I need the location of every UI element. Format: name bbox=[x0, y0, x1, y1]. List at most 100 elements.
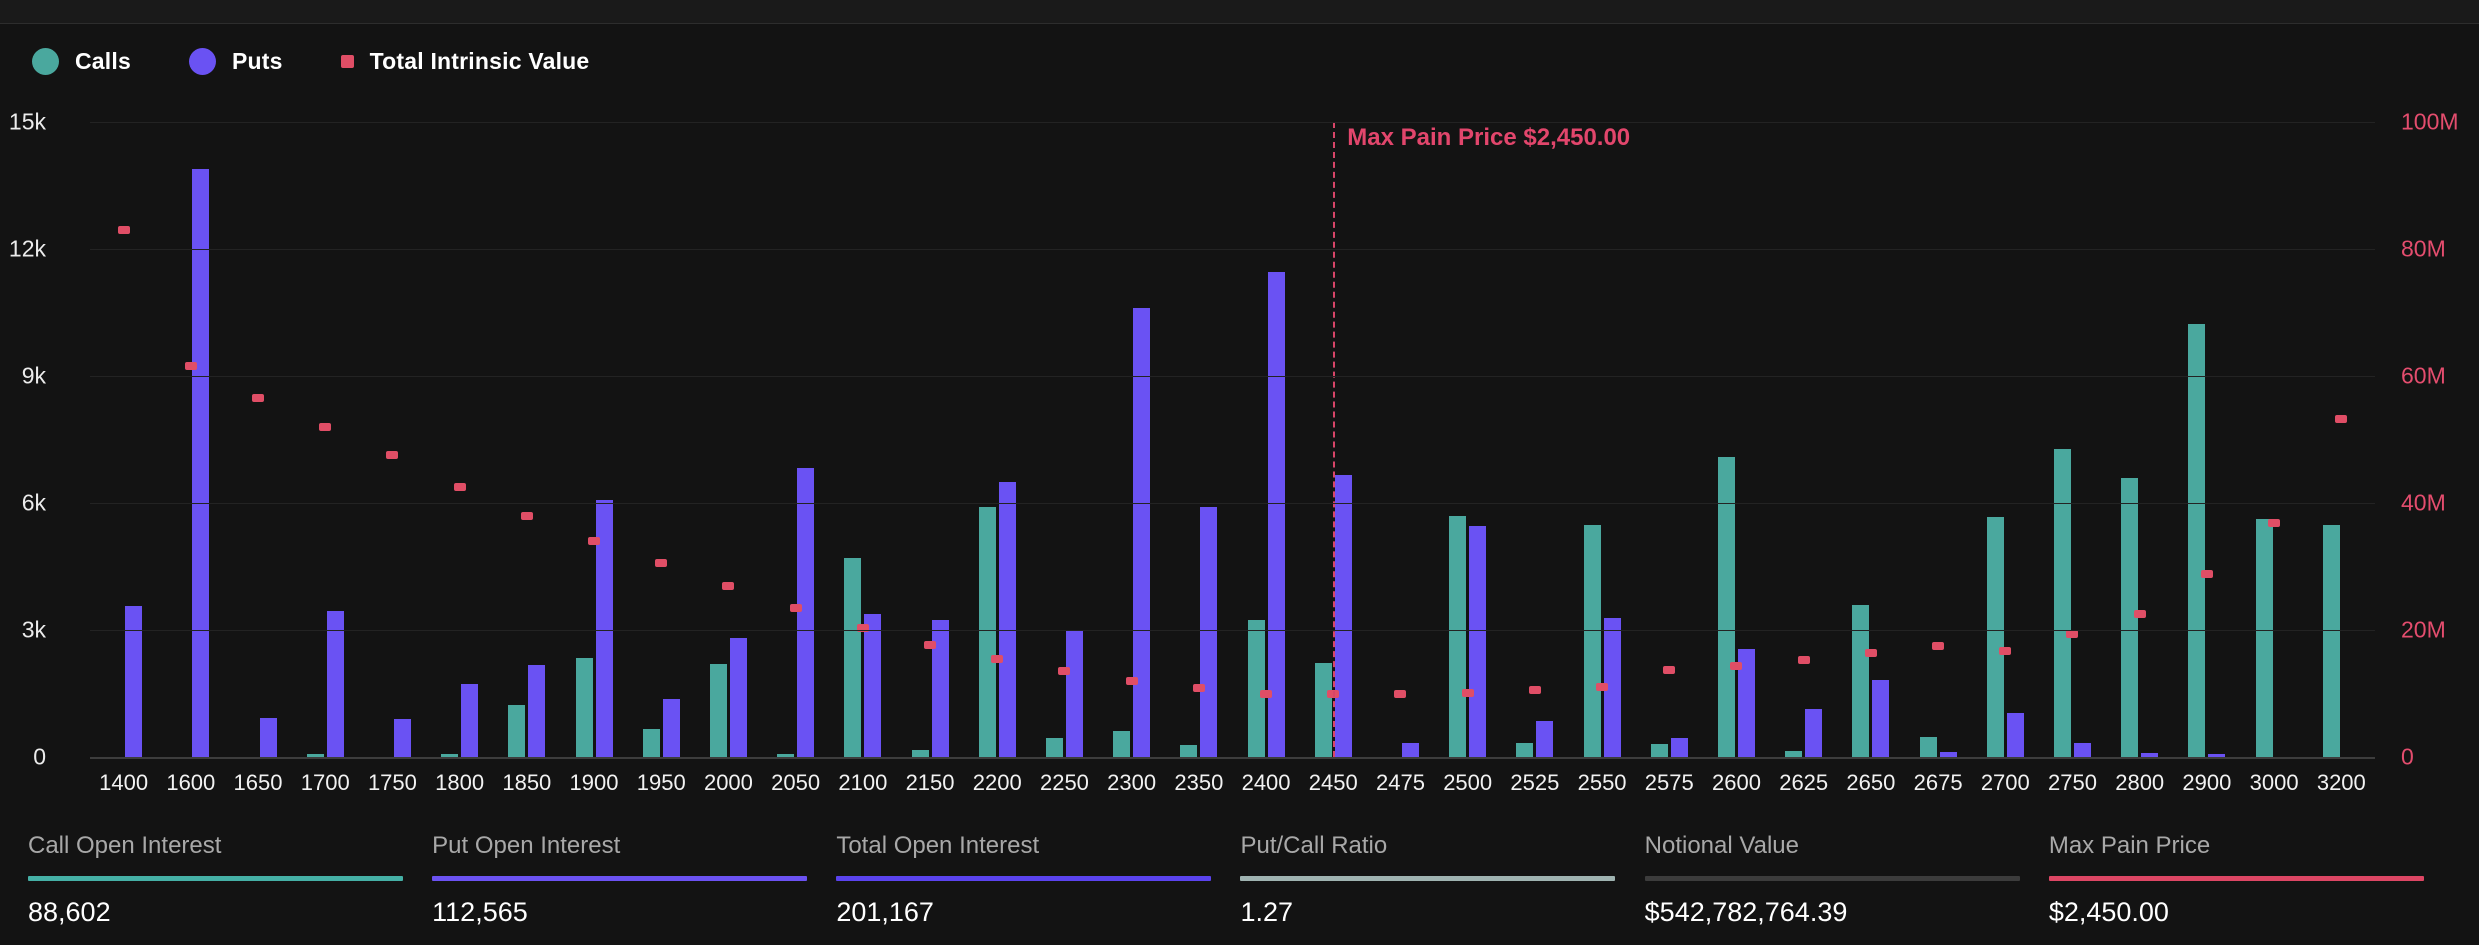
puts-bar[interactable] bbox=[595, 500, 613, 757]
calls-bar[interactable] bbox=[1247, 620, 1265, 757]
calls-bar[interactable] bbox=[1045, 737, 1063, 757]
bar-group-2525[interactable] bbox=[1501, 122, 1568, 757]
calls-bar[interactable] bbox=[1180, 745, 1198, 757]
puts-bar[interactable] bbox=[528, 665, 546, 757]
intrinsic-value-dot[interactable] bbox=[789, 603, 802, 612]
calls-bar[interactable] bbox=[1919, 737, 1937, 757]
puts-bar[interactable] bbox=[1065, 630, 1083, 757]
intrinsic-value-dot[interactable] bbox=[117, 225, 130, 234]
calls-bar[interactable] bbox=[642, 728, 660, 757]
calls-bar[interactable] bbox=[2322, 525, 2340, 757]
intrinsic-value-dot[interactable] bbox=[386, 451, 399, 460]
bar-group-1650[interactable] bbox=[224, 122, 291, 757]
legend-item-total-intrinsic-value[interactable]: Total Intrinsic Value bbox=[340, 48, 590, 75]
puts-bar[interactable] bbox=[461, 684, 479, 757]
bar-group-2050[interactable] bbox=[762, 122, 829, 757]
bar-group-2650[interactable] bbox=[1837, 122, 1904, 757]
bar-group-2625[interactable] bbox=[1770, 122, 1837, 757]
calls-bar[interactable] bbox=[911, 749, 929, 757]
intrinsic-value-dot[interactable] bbox=[2268, 518, 2281, 527]
bar-group-3000[interactable] bbox=[2241, 122, 2308, 757]
puts-bar[interactable] bbox=[1737, 649, 1755, 757]
legend-item-calls[interactable]: Calls bbox=[32, 48, 131, 75]
puts-bar[interactable] bbox=[797, 468, 815, 757]
bar-group-2750[interactable] bbox=[2039, 122, 2106, 757]
intrinsic-value-dot[interactable] bbox=[1797, 656, 1810, 665]
bar-group-2700[interactable] bbox=[1972, 122, 2039, 757]
puts-bar[interactable] bbox=[125, 606, 143, 757]
intrinsic-value-dot[interactable] bbox=[184, 362, 197, 371]
intrinsic-value-dot[interactable] bbox=[1327, 690, 1340, 699]
calls-bar[interactable] bbox=[978, 507, 996, 757]
puts-bar[interactable] bbox=[259, 717, 277, 757]
intrinsic-value-dot[interactable] bbox=[2335, 415, 2348, 424]
bar-group-1750[interactable] bbox=[359, 122, 426, 757]
intrinsic-value-dot[interactable] bbox=[2200, 569, 2213, 578]
intrinsic-value-dot[interactable] bbox=[1999, 646, 2012, 655]
bar-group-2500[interactable] bbox=[1434, 122, 1501, 757]
puts-bar[interactable] bbox=[2208, 753, 2226, 757]
bar-group-2150[interactable] bbox=[896, 122, 963, 757]
calls-bar[interactable] bbox=[1449, 515, 1467, 757]
puts-bar[interactable] bbox=[192, 168, 210, 757]
intrinsic-value-dot[interactable] bbox=[1663, 666, 1676, 675]
bar-group-1700[interactable] bbox=[292, 122, 359, 757]
puts-bar[interactable] bbox=[1469, 525, 1487, 757]
bar-group-2400[interactable] bbox=[1232, 122, 1299, 757]
puts-bar[interactable] bbox=[1133, 308, 1151, 757]
intrinsic-value-dot[interactable] bbox=[655, 559, 668, 568]
intrinsic-value-dot[interactable] bbox=[1864, 648, 1877, 657]
bar-group-2100[interactable] bbox=[829, 122, 896, 757]
bar-group-2475[interactable] bbox=[1367, 122, 1434, 757]
intrinsic-value-dot[interactable] bbox=[1596, 682, 1609, 691]
bar-group-3200[interactable] bbox=[2308, 122, 2375, 757]
bar-group-2300[interactable] bbox=[1098, 122, 1165, 757]
calls-bar[interactable] bbox=[1852, 605, 1870, 757]
intrinsic-value-dot[interactable] bbox=[2133, 610, 2146, 619]
intrinsic-value-dot[interactable] bbox=[1260, 689, 1273, 698]
calls-bar[interactable] bbox=[575, 657, 593, 757]
intrinsic-value-dot[interactable] bbox=[856, 624, 869, 633]
intrinsic-value-dot[interactable] bbox=[1528, 686, 1541, 695]
puts-bar[interactable] bbox=[998, 482, 1016, 757]
bar-group-2250[interactable] bbox=[1031, 122, 1098, 757]
calls-bar[interactable] bbox=[844, 557, 862, 757]
calls-bar[interactable] bbox=[306, 754, 324, 757]
intrinsic-value-dot[interactable] bbox=[1932, 641, 1945, 650]
puts-bar[interactable] bbox=[1670, 738, 1688, 757]
puts-bar[interactable] bbox=[2141, 753, 2159, 757]
bar-group-1800[interactable] bbox=[426, 122, 493, 757]
puts-bar[interactable] bbox=[1872, 680, 1890, 757]
puts-bar[interactable] bbox=[2006, 713, 2024, 757]
calls-bar[interactable] bbox=[1314, 662, 1332, 757]
calls-bar[interactable] bbox=[777, 754, 795, 757]
calls-bar[interactable] bbox=[1516, 743, 1534, 757]
bar-group-1900[interactable] bbox=[560, 122, 627, 757]
puts-bar[interactable] bbox=[1267, 271, 1285, 757]
intrinsic-value-dot[interactable] bbox=[252, 394, 264, 403]
puts-bar[interactable] bbox=[1536, 721, 1554, 757]
calls-bar[interactable] bbox=[508, 704, 526, 757]
bar-group-1850[interactable] bbox=[493, 122, 560, 757]
calls-bar[interactable] bbox=[1583, 525, 1601, 757]
bar-group-2675[interactable] bbox=[1904, 122, 1971, 757]
puts-bar[interactable] bbox=[1334, 475, 1352, 757]
calls-bar[interactable] bbox=[1717, 457, 1735, 757]
puts-bar[interactable] bbox=[326, 610, 344, 757]
puts-bar[interactable] bbox=[1401, 742, 1419, 757]
puts-bar[interactable] bbox=[1200, 506, 1218, 757]
puts-bar[interactable] bbox=[393, 718, 411, 757]
calls-bar[interactable] bbox=[1650, 744, 1668, 757]
intrinsic-value-dot[interactable] bbox=[1394, 689, 1407, 698]
calls-bar[interactable] bbox=[441, 754, 459, 757]
intrinsic-value-dot[interactable] bbox=[1058, 666, 1071, 675]
calls-bar[interactable] bbox=[1785, 750, 1803, 757]
intrinsic-value-dot[interactable] bbox=[520, 511, 533, 520]
intrinsic-value-dot[interactable] bbox=[991, 654, 1004, 663]
bar-group-1400[interactable] bbox=[90, 122, 157, 757]
puts-bar[interactable] bbox=[1603, 617, 1621, 757]
intrinsic-value-dot[interactable] bbox=[722, 581, 735, 590]
bar-group-2000[interactable] bbox=[695, 122, 762, 757]
legend-item-puts[interactable]: Puts bbox=[188, 48, 283, 75]
bar-group-1600[interactable] bbox=[157, 122, 224, 757]
